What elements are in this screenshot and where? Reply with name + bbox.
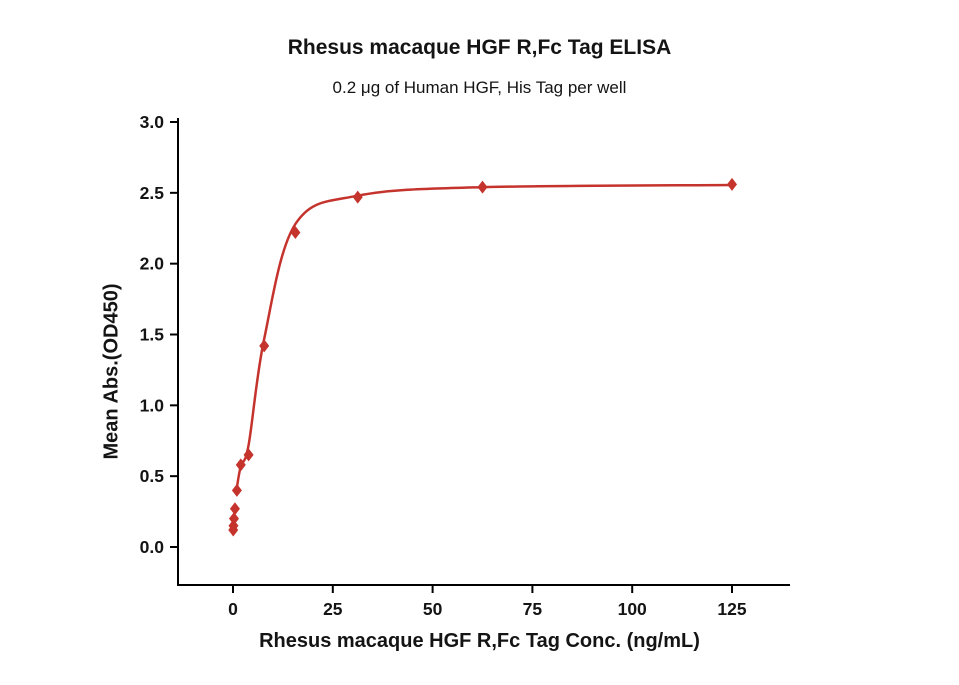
fit-curve (235, 183, 733, 488)
svg-text:0: 0 (228, 599, 238, 619)
svg-text:50: 50 (423, 599, 443, 619)
chart-title: Rhesus macaque HGF R,Fc Tag ELISA (287, 36, 672, 59)
svg-text:25: 25 (323, 599, 343, 619)
data-point-marker (352, 190, 363, 204)
svg-text:0.0: 0.0 (140, 537, 165, 557)
chart-subtitle: 0.2 μg of Human HGF, His Tag per well (332, 78, 627, 97)
svg-text:3.0: 3.0 (140, 112, 165, 132)
data-point-marker (243, 448, 254, 462)
svg-text:1.5: 1.5 (140, 325, 165, 345)
svg-text:2.5: 2.5 (140, 183, 165, 203)
x-axis-label: Rhesus macaque HGF R,Fc Tag Conc. (ng/mL… (259, 630, 700, 652)
data-point-marker (290, 226, 301, 239)
data-point-marker (229, 502, 240, 516)
svg-text:75: 75 (523, 599, 543, 619)
svg-text:2.0: 2.0 (140, 254, 165, 274)
data-point-marker (235, 458, 246, 472)
svg-text:125: 125 (717, 599, 746, 619)
data-point-marker (228, 512, 239, 526)
svg-text:0.5: 0.5 (140, 466, 165, 486)
data-point-marker (259, 339, 270, 353)
svg-text:1.0: 1.0 (140, 395, 165, 415)
data-point-marker (477, 180, 488, 194)
data-point-marker (231, 483, 242, 497)
svg-text:100: 100 (618, 599, 647, 619)
data-point-marker (727, 177, 737, 191)
